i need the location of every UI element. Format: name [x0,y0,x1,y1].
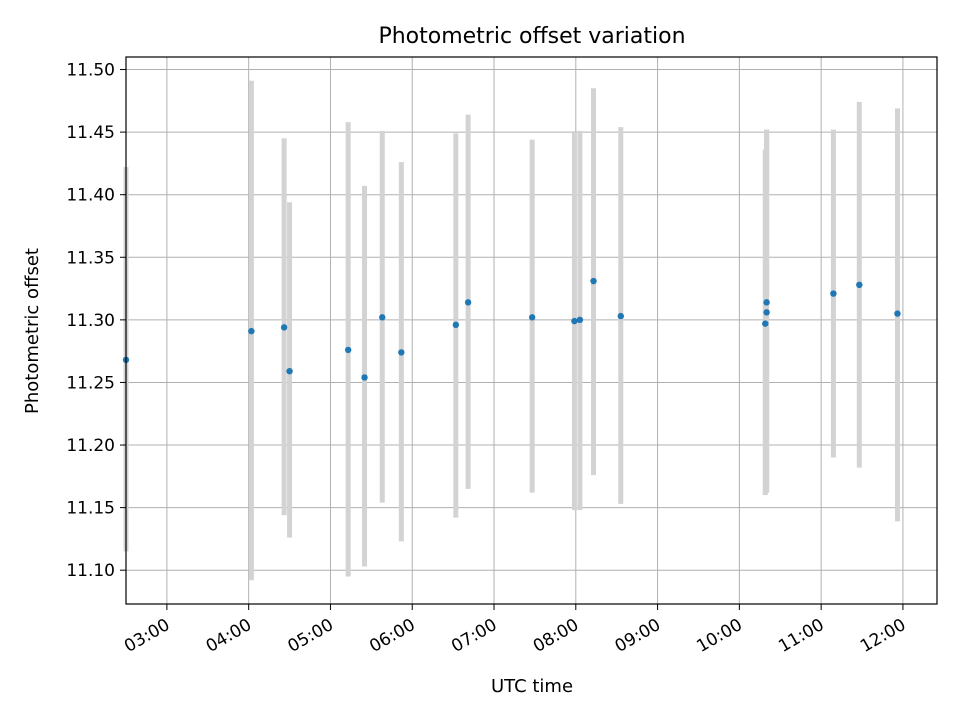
x-axis-label: UTC time [491,676,573,697]
y-tick-label: 11.40 [66,186,115,206]
data-point [571,317,578,325]
data-point [762,320,769,327]
tick-layer: 03:00 04:00 05:00 06:00 07:00 08:00 09:00 10:00… [66,61,909,657]
data-point [344,346,352,354]
data-point [379,314,386,321]
errorbar-layer [123,80,900,581]
y-tick-label: 11.20 [66,436,115,456]
data-point [464,299,472,306]
x-tick-label: 10:00 [693,615,745,657]
plot-frame [125,56,938,605]
data-point [856,281,863,289]
data-point [528,314,536,321]
x-tick-label: 04:00 [203,615,255,657]
data-point [830,290,837,297]
data-point [248,327,255,335]
chart-title: Photometric offset variation [378,24,685,49]
data-point [590,277,597,285]
x-tick-label: 11:00 [775,615,827,657]
x-tick-label: 07:00 [448,615,500,657]
x-tick-label: 03:00 [121,615,173,657]
data-point [894,310,901,317]
data-point [452,321,460,329]
y-tick-label: 11.10 [66,561,115,581]
data-point [763,309,770,316]
data-point [398,349,405,356]
y-tick-label: 11.45 [66,123,115,143]
point-layer [122,277,901,381]
data-point [617,312,624,320]
y-tick-label: 11.50 [66,61,115,81]
x-tick-label: 05:00 [285,615,337,657]
y-axis-label: Photometric offset [22,248,43,414]
data-point [280,324,288,331]
data-point [361,374,368,381]
x-tick-label: 06:00 [366,615,418,657]
x-tick-label: 12:00 [857,615,909,657]
y-tick-label: 11.15 [66,499,115,519]
x-tick-label: 09:00 [612,615,664,657]
y-tick-label: 11.25 [66,373,115,393]
y-tick-label: 11.30 [66,311,115,331]
data-point [763,299,770,306]
data-point [576,316,584,324]
x-tick-label: 08:00 [530,615,582,657]
data-point [286,367,293,375]
y-tick-label: 11.35 [66,248,115,268]
